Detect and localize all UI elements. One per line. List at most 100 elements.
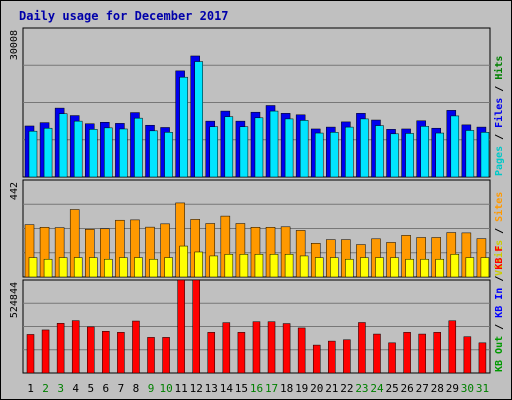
bar-sites-day-7 xyxy=(119,257,128,278)
bar-sites-day-4 xyxy=(73,257,83,278)
legend-top-part-1: / xyxy=(494,128,505,146)
bar-sites-day-27 xyxy=(420,258,429,278)
bar-sites-day-6 xyxy=(104,258,113,278)
bar-files-day-30 xyxy=(465,130,475,178)
bar-files-day-26 xyxy=(405,133,414,178)
legend-top: Pages / Files / Hits xyxy=(493,56,505,176)
legend-bottom-part-0: KB Out xyxy=(494,336,505,372)
bar-files-day-4 xyxy=(73,120,83,178)
bar-sites-day-2 xyxy=(43,258,53,278)
bar-files-day-27 xyxy=(420,126,429,178)
xtick-label-day-31: 31 xyxy=(476,382,489,395)
bar-kbf-day-7 xyxy=(117,332,125,374)
bar-kbf-day-31 xyxy=(478,342,487,374)
bar-files-day-9 xyxy=(149,130,158,178)
bar-kbf-day-27 xyxy=(418,333,426,374)
bar-sites-day-11 xyxy=(179,245,188,278)
xtick-label-day-9: 9 xyxy=(148,382,155,395)
legend-top-part-0: Pages xyxy=(494,146,505,176)
bar-files-day-2 xyxy=(43,127,53,178)
bar-files-day-10 xyxy=(164,132,173,178)
bar-kbf-day-22 xyxy=(343,339,351,374)
xtick-label-day-23: 23 xyxy=(355,382,368,395)
ytick-label-bottom: 524844 xyxy=(9,282,20,318)
bar-sites-day-5 xyxy=(89,257,98,278)
bar-sites-day-19 xyxy=(299,255,309,278)
bar-kbf-day-5 xyxy=(87,326,95,374)
xtick-label-day-4: 4 xyxy=(72,382,79,395)
xtick-label-day-20: 20 xyxy=(310,382,323,395)
xtick-label-day-6: 6 xyxy=(103,382,110,395)
bar-files-day-29 xyxy=(450,115,460,178)
xtick-label-day-11: 11 xyxy=(175,382,188,395)
ytick-label-top: 30008 xyxy=(9,30,20,60)
bar-files-day-8 xyxy=(134,117,143,178)
bar-sites-day-13 xyxy=(209,255,219,278)
bar-kbf-day-23 xyxy=(358,322,366,374)
bar-kbf-day-10 xyxy=(162,337,170,374)
bar-sites-day-21 xyxy=(330,257,339,278)
legend-bottom: KB Out / KB In / KB F xyxy=(494,246,505,372)
bar-files-day-12 xyxy=(194,61,203,178)
xtick-label-day-21: 21 xyxy=(325,382,338,395)
bar-kbf-day-11 xyxy=(177,279,185,374)
legend-middle-part-1: / xyxy=(494,222,505,240)
bar-kbf-day-20 xyxy=(312,344,321,374)
bar-kbf-day-16 xyxy=(252,321,261,374)
bar-files-day-18 xyxy=(284,118,294,178)
bar-sites-day-10 xyxy=(164,257,173,278)
xtick-label-day-16: 16 xyxy=(250,382,263,395)
bar-files-day-7 xyxy=(119,128,128,178)
bar-files-day-5 xyxy=(89,129,98,178)
bar-files-day-16 xyxy=(254,117,264,178)
bar-sites-day-26 xyxy=(405,258,414,278)
bar-kbf-day-2 xyxy=(41,329,50,374)
bar-sites-day-29 xyxy=(450,254,460,278)
bar-kbf-day-19 xyxy=(297,327,306,374)
bar-files-day-22 xyxy=(345,126,354,178)
bar-kbf-day-3 xyxy=(56,323,65,374)
bar-kbf-day-8 xyxy=(132,320,140,374)
bar-sites-day-12 xyxy=(194,251,203,278)
legend-middle: Visits / Sites xyxy=(493,192,505,276)
xtick-label-day-27: 27 xyxy=(416,382,429,395)
bar-kbf-day-4 xyxy=(71,320,80,374)
bar-kbf-day-28 xyxy=(433,332,441,374)
xtick-label-day-24: 24 xyxy=(370,382,384,395)
bar-sites-day-8 xyxy=(134,257,143,278)
bar-sites-day-1 xyxy=(28,257,38,278)
bar-files-day-23 xyxy=(360,118,369,178)
bar-sites-day-31 xyxy=(480,257,490,278)
bar-sites-day-30 xyxy=(465,257,475,278)
bar-files-day-17 xyxy=(269,110,279,178)
bar-sites-day-22 xyxy=(345,258,354,278)
bar-sites-day-25 xyxy=(390,257,399,278)
legend-bottom-part-1: / xyxy=(494,318,505,336)
xtick-label-day-2: 2 xyxy=(42,382,49,395)
ytick-label-middle: 442 xyxy=(9,182,20,200)
legend-bottom-part-3: / xyxy=(494,270,505,288)
bar-files-day-1 xyxy=(28,130,38,178)
bar-kbf-day-9 xyxy=(147,337,155,374)
legend-bottom-part-4: KB F xyxy=(494,246,505,270)
bar-kbf-day-26 xyxy=(403,332,411,374)
bar-files-day-25 xyxy=(390,133,399,178)
xtick-label-day-14: 14 xyxy=(220,382,234,395)
bar-kbf-day-15 xyxy=(237,332,246,374)
bar-files-day-11 xyxy=(179,76,188,178)
xtick-label-day-3: 3 xyxy=(57,382,64,395)
xtick-label-day-29: 29 xyxy=(446,382,459,395)
xtick-label-day-7: 7 xyxy=(118,382,125,395)
bar-files-day-31 xyxy=(480,132,490,178)
bar-kbf-day-30 xyxy=(463,336,472,374)
legend-top-part-4: Hits xyxy=(493,56,505,80)
xtick-label-day-26: 26 xyxy=(401,382,414,395)
xtick-label-day-15: 15 xyxy=(235,382,248,395)
bar-kbf-day-29 xyxy=(448,320,457,374)
bar-kbf-day-21 xyxy=(328,340,336,374)
bar-sites-day-16 xyxy=(254,254,264,278)
bar-files-day-15 xyxy=(239,126,249,178)
